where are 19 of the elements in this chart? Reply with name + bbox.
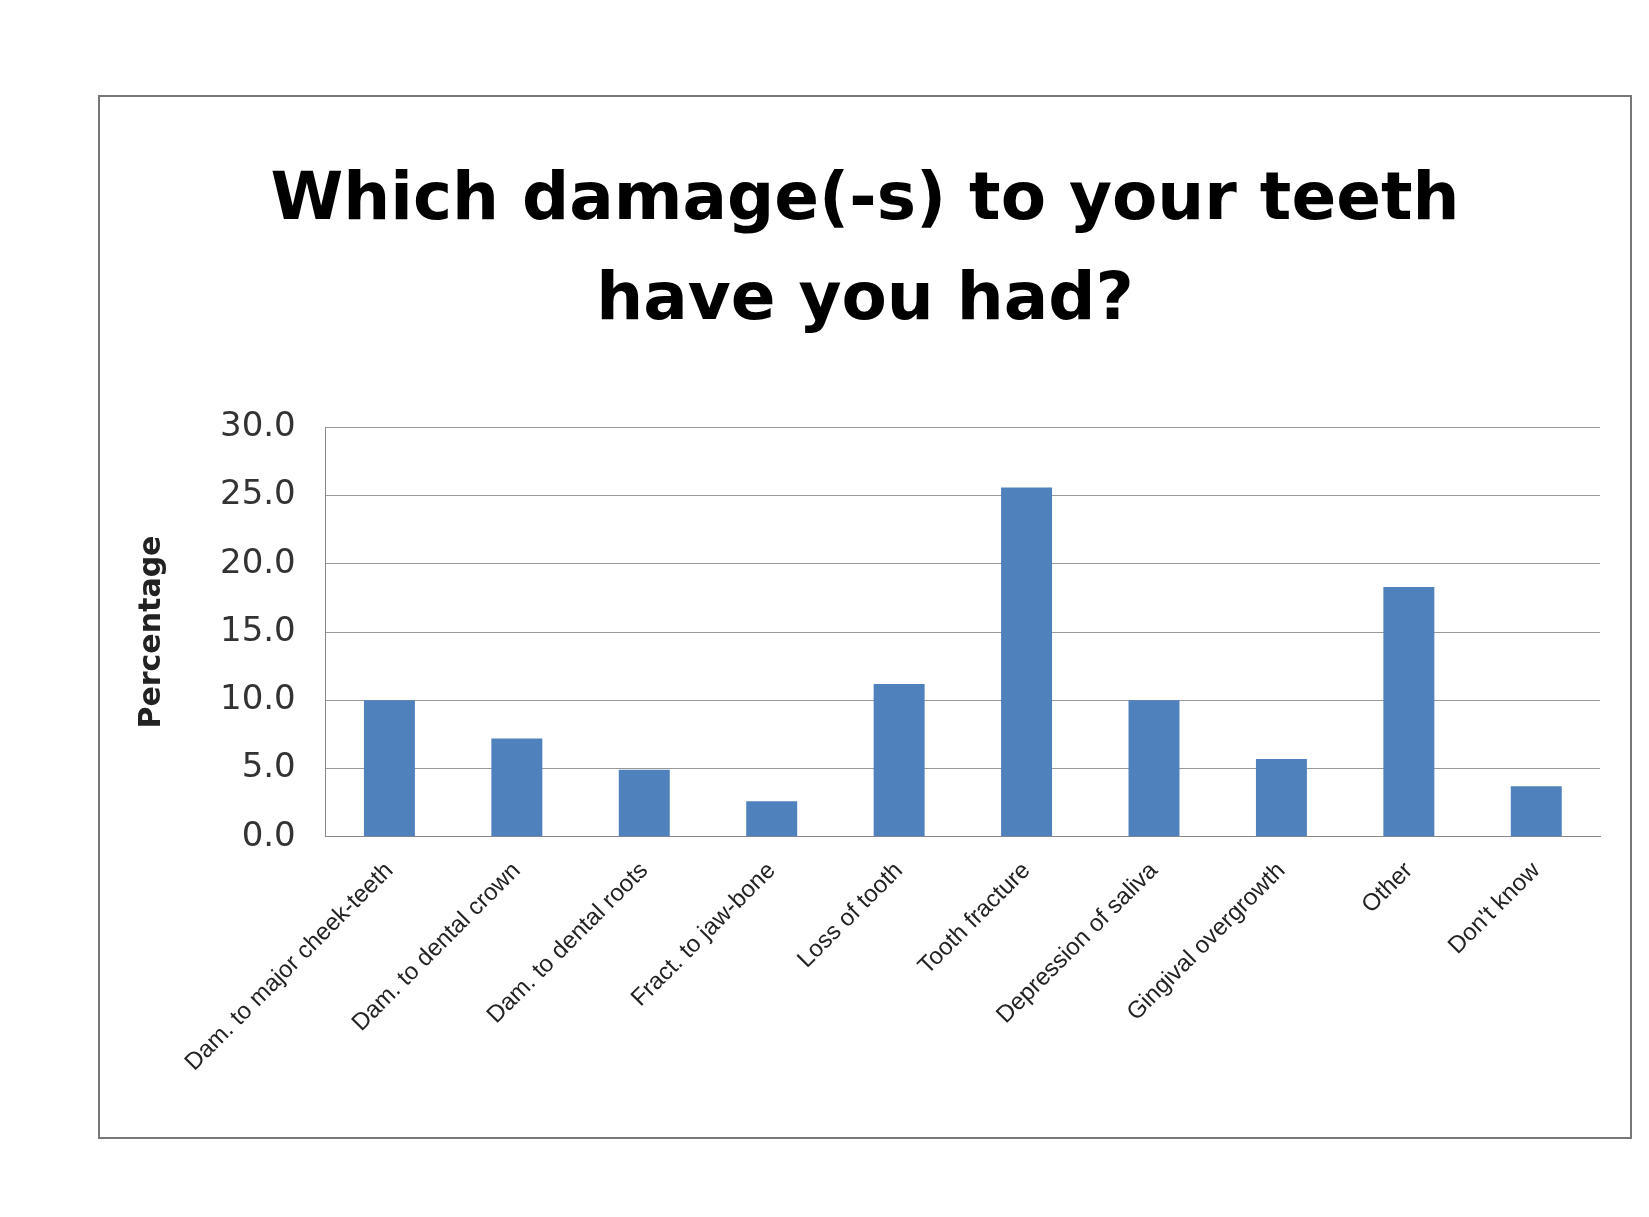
y-tick-label: 25.0 — [220, 472, 296, 513]
bar — [618, 769, 670, 837]
y-tick-label: 5.0 — [241, 745, 296, 786]
bar — [1510, 786, 1562, 837]
y-axis-title: Percentage — [131, 535, 167, 729]
y-tick-label: 10.0 — [220, 677, 296, 718]
bar — [873, 683, 925, 837]
bar — [746, 801, 798, 837]
chart-title: Which damage(-s) to your teeth have you had? — [269, 157, 1461, 337]
bar — [363, 700, 415, 837]
bar — [491, 738, 543, 837]
bar — [1383, 587, 1435, 837]
bar — [1255, 758, 1307, 837]
y-tick-label: 20.0 — [220, 540, 296, 581]
bar — [1128, 700, 1180, 837]
y-tick-label: 15.0 — [220, 608, 296, 649]
y-tick-label: 30.0 — [220, 404, 296, 445]
y-tick-label: 0.0 — [241, 813, 296, 854]
bar — [1001, 487, 1053, 837]
